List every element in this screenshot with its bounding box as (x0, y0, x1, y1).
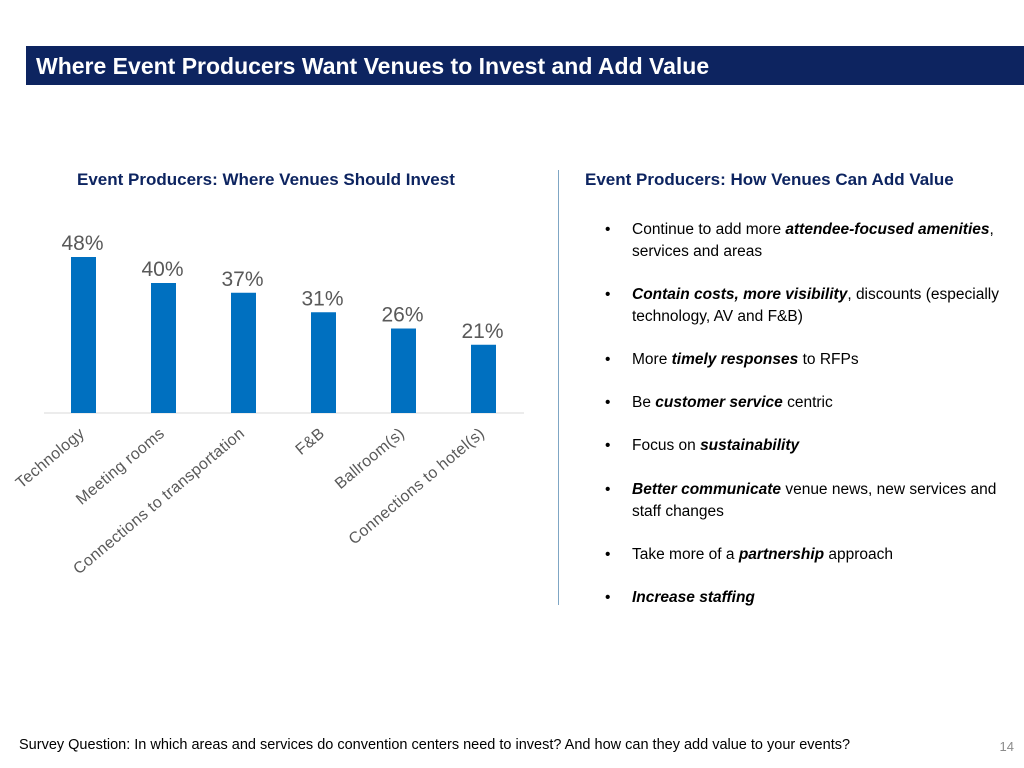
bullet-text: , services and areas (632, 221, 994, 260)
category-label: F&B (293, 425, 328, 459)
category-label: Ballroom(s) (332, 425, 408, 493)
value-bullet: Increase staffing (605, 587, 1005, 609)
value-bullet-list: Continue to add more attendee-focused am… (605, 219, 1005, 609)
value-bullet: Be customer service centric (605, 392, 1005, 414)
emphasis-text: attendee-focused amenities (785, 221, 990, 238)
value-bullet: More timely responses to RFPs (605, 349, 1005, 371)
bullet-text: Take more of a (632, 546, 739, 563)
title-bar: Where Event Producers Want Venues to Inv… (26, 46, 1024, 85)
bar (71, 257, 96, 413)
emphasis-text: timely responses (671, 351, 799, 368)
bar (471, 344, 496, 413)
bar-value-label: 26% (381, 304, 423, 327)
survey-question: Survey Question: In which areas and serv… (19, 737, 851, 753)
bar (151, 283, 176, 413)
value-bullet: Take more of a partnership approach (605, 544, 1005, 566)
category-label: Connections to hotel(s) (346, 425, 488, 548)
bullet-text: Focus on (632, 437, 701, 454)
column-divider (558, 170, 559, 605)
value-subtitle: Event Producers: How Venues Can Add Valu… (585, 170, 954, 189)
bar (311, 312, 336, 413)
bullet-text: , discounts (especially technology, AV a… (632, 286, 999, 325)
bar (391, 328, 416, 413)
bullet-text: to RFPs (798, 351, 859, 368)
bullet-text: approach (824, 546, 894, 563)
bar-value-label: 48% (61, 232, 103, 255)
bullet-text: Continue to add more (632, 221, 786, 238)
emphasis-text: Increase staffing (632, 589, 755, 606)
value-bullet: Continue to add more attendee-focused am… (605, 219, 1005, 263)
value-bullet: Focus on sustainability (605, 435, 1005, 457)
bar-value-label: 31% (301, 287, 343, 310)
category-label: Technology (13, 425, 88, 492)
page-number: 14 (999, 739, 1014, 754)
value-bullet: Better communicate venue news, new servi… (605, 479, 1005, 523)
bar (231, 292, 256, 413)
bullet-text: More (632, 351, 672, 368)
bullet-text: Be (632, 394, 656, 411)
emphasis-text: partnership (738, 546, 825, 563)
emphasis-text: Better communicate (632, 481, 782, 498)
bullet-text: venue news, new services and staff chang… (632, 481, 997, 520)
bar-value-label: 21% (461, 320, 503, 343)
emphasis-text: Contain costs, more visibility (632, 286, 848, 303)
emphasis-text: customer service (655, 394, 783, 411)
bar-value-label: 40% (141, 258, 183, 281)
bar-value-label: 37% (221, 268, 263, 291)
value-bullet: Contain costs, more visibility, discount… (605, 284, 1005, 328)
category-label: Connections to transportation (70, 425, 248, 578)
emphasis-text: sustainability (700, 437, 800, 454)
bullet-text: centric (782, 394, 833, 411)
page-title: Where Event Producers Want Venues to Inv… (36, 53, 710, 79)
chart-subtitle: Event Producers: Where Venues Should Inv… (77, 170, 455, 189)
